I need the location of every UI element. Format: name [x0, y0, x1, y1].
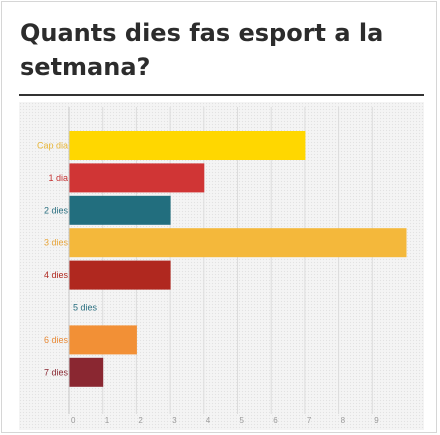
bar: [69, 163, 205, 193]
x-tick-label: 4: [206, 416, 211, 425]
category-label: 5 dies: [73, 303, 98, 313]
category-label: 3 dies: [44, 238, 69, 248]
category-label: 7 dies: [44, 367, 69, 377]
x-tick-label: 8: [341, 416, 346, 425]
x-tick-label: 6: [273, 416, 278, 425]
category-label: 2 dies: [44, 205, 69, 215]
page-title: Quants dies fas esport a la setmana?: [20, 19, 384, 81]
x-tick-label: 5: [240, 416, 245, 425]
x-tick-label: 0: [71, 416, 76, 425]
category-label: 1 dia: [48, 173, 68, 183]
x-tick-label: 9: [374, 416, 379, 425]
bar: [69, 195, 171, 225]
bar: [69, 260, 171, 290]
category-label: Cap dia: [37, 141, 68, 151]
bar: [69, 325, 137, 355]
x-tick-label: 1: [105, 416, 110, 425]
category-label: 6 dies: [44, 335, 69, 345]
x-tick-label: 2: [138, 416, 143, 425]
x-tick-label: 3: [172, 416, 177, 425]
bar: [69, 131, 306, 160]
x-tick-label: 7: [307, 416, 312, 425]
bar: [69, 228, 407, 258]
title-divider: [19, 94, 424, 96]
bar: [69, 357, 104, 387]
category-label: 4 dies: [44, 270, 69, 280]
